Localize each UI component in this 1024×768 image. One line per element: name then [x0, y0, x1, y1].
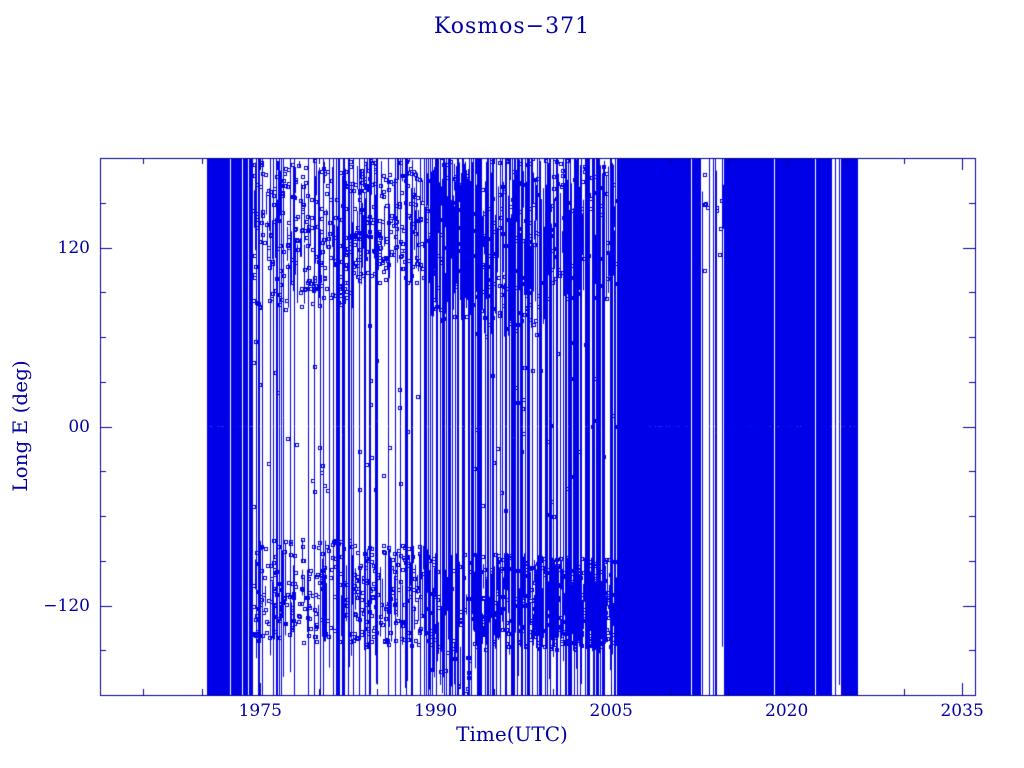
x-tick-label: 2005 [589, 701, 633, 721]
x-tick-label: 1990 [414, 701, 458, 721]
x-tick-label: 1975 [238, 701, 282, 721]
chart-title: Kosmos−371 [433, 14, 591, 39]
y-tick-label: 120 [57, 237, 90, 258]
y-tick-label: −120 [43, 595, 90, 616]
y-tick-label: 00 [68, 416, 90, 437]
x-axis-label: Time(UTC) [456, 722, 568, 746]
x-tick-label: 2020 [765, 701, 809, 721]
x-tick-label: 2035 [940, 701, 984, 721]
